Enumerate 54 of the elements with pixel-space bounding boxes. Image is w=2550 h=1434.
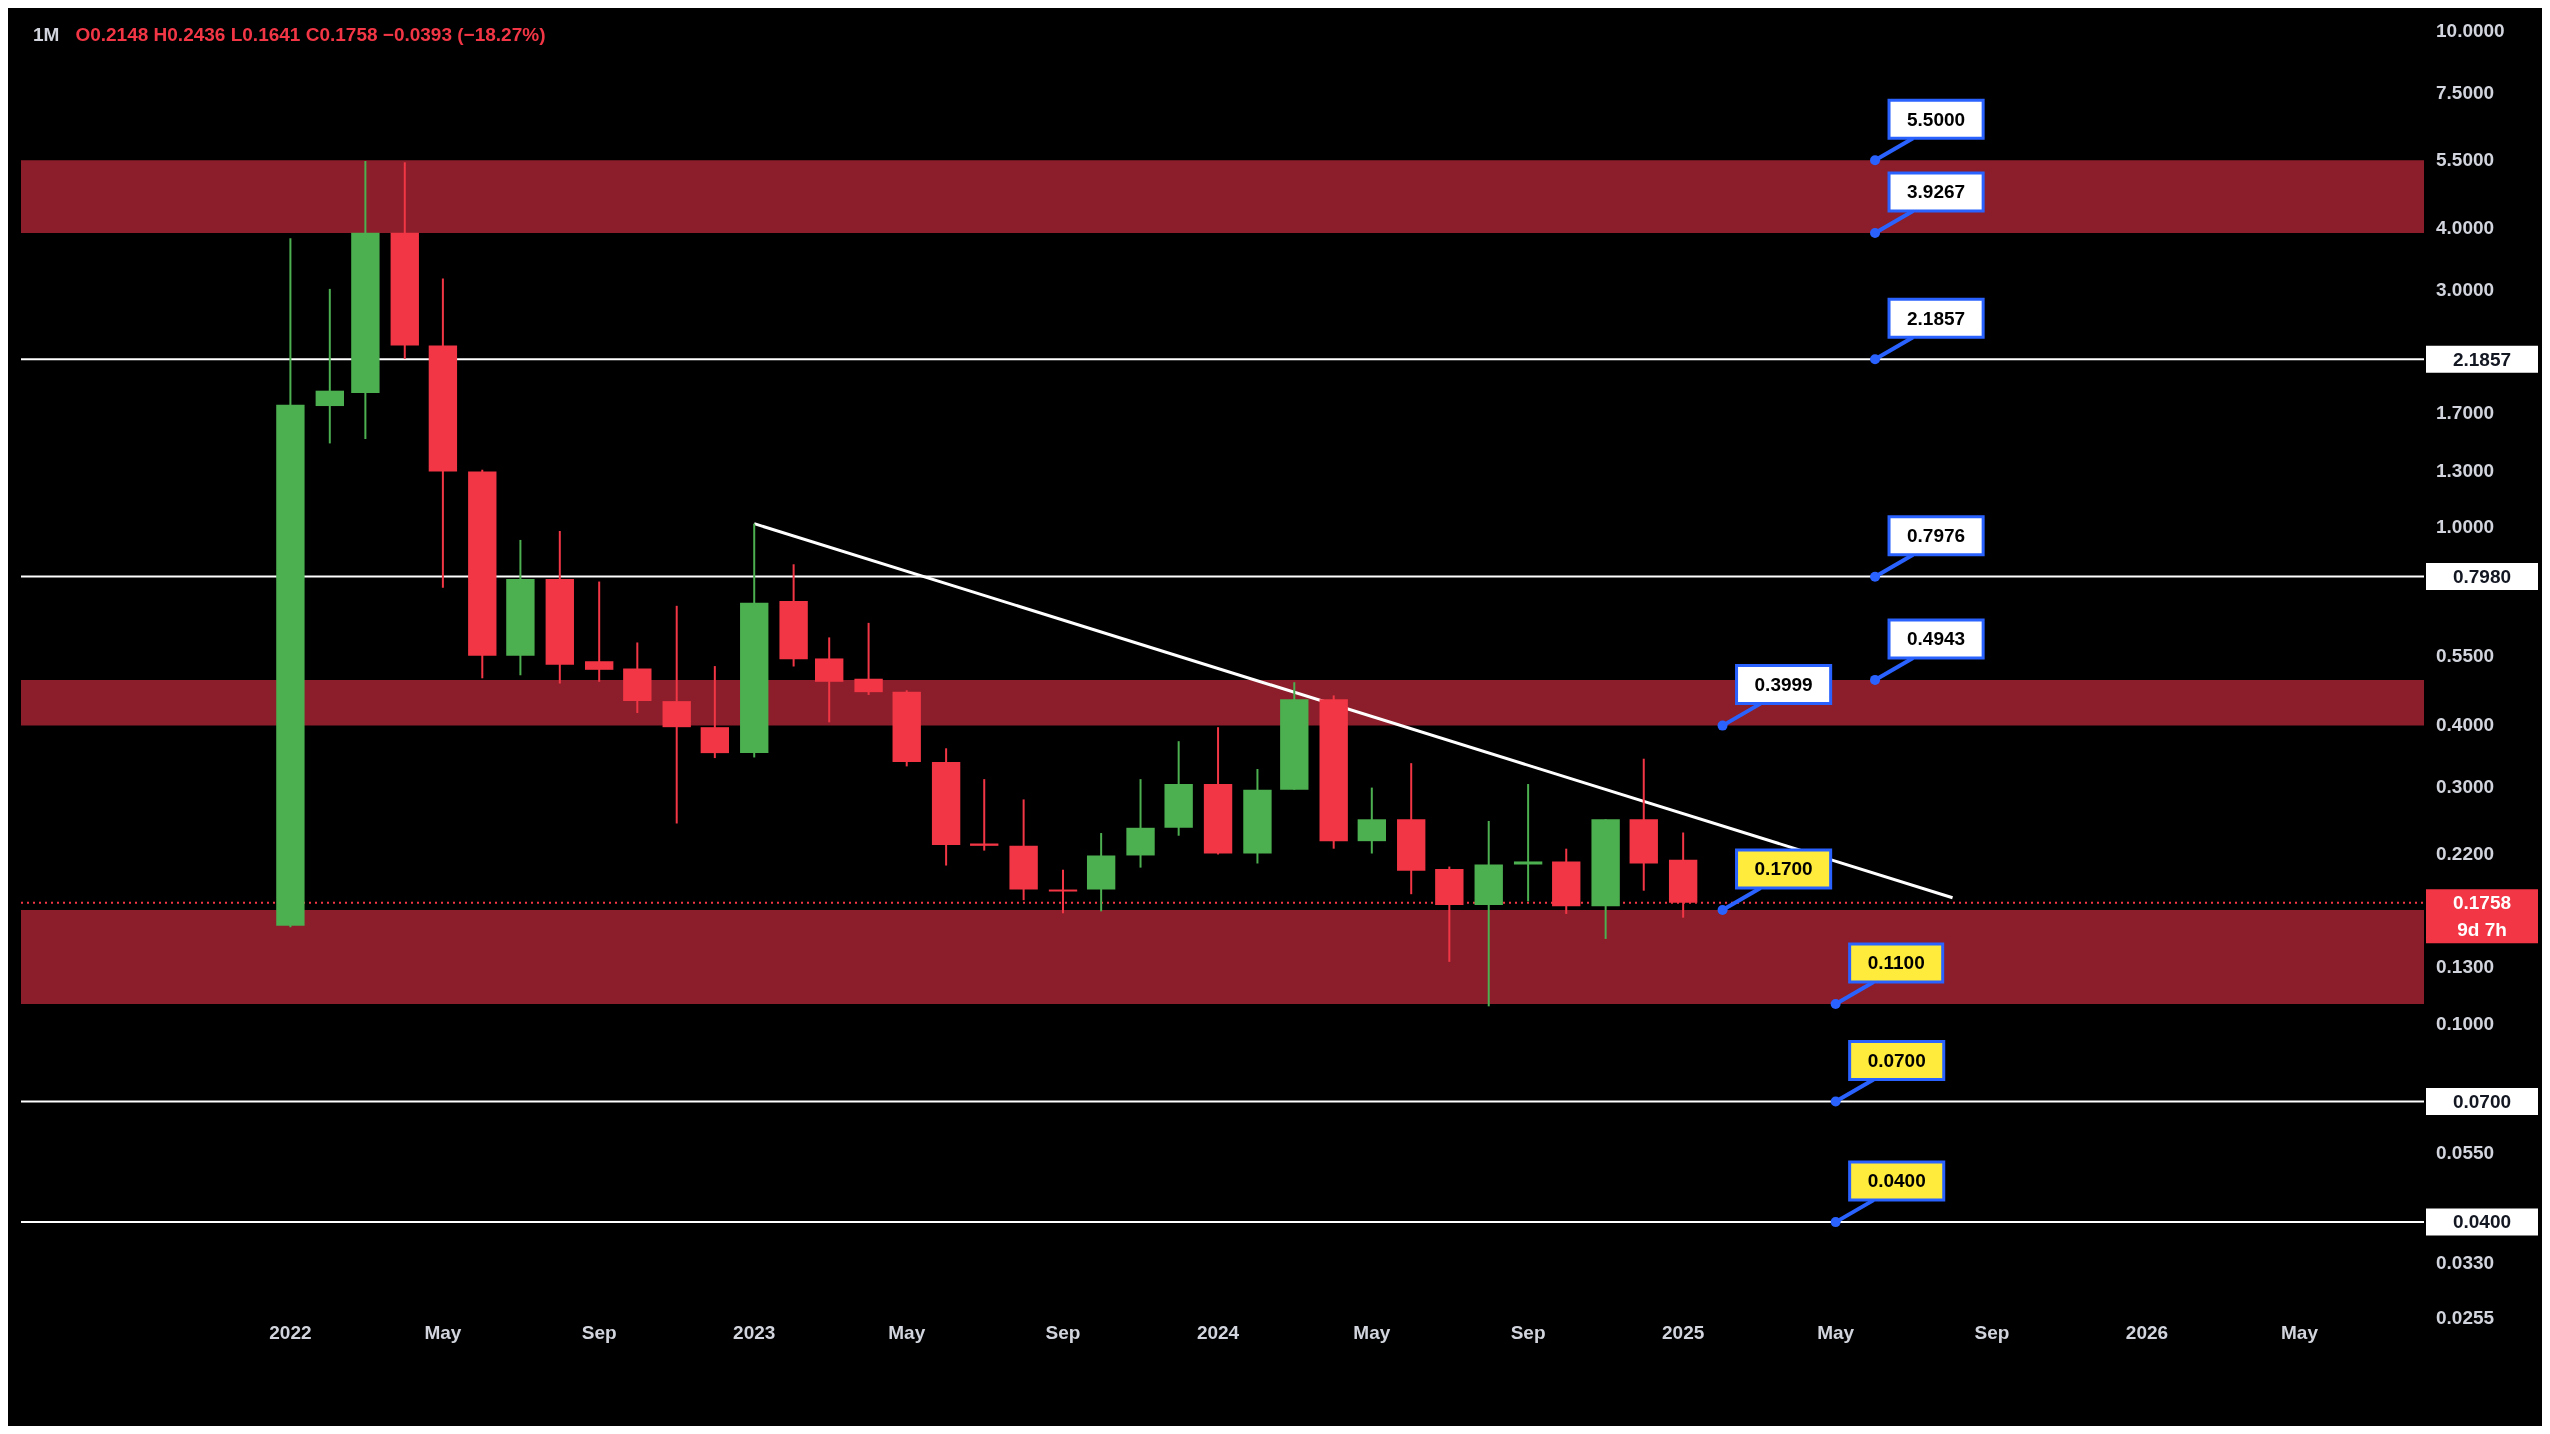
y-tick-label: 0.2200: [2436, 842, 2495, 864]
x-tick-label: 2024: [1196, 1321, 1240, 1343]
chart-title: 1M: [33, 24, 60, 46]
x-tick-label: May: [2280, 1321, 2319, 1343]
x-tick-label: May: [888, 1321, 926, 1343]
chart-subtitle: O0.2148 H0.2436 L0.1641 C0.1758 −0.0393 (−18.27%): [75, 24, 546, 46]
x-tick-label: May: [1353, 1321, 1391, 1343]
x-tick-label: 2022: [269, 1321, 312, 1343]
y-tick-label: 1.0000: [2436, 516, 2495, 538]
x-tick-label: Sep: [1045, 1321, 1081, 1343]
ref-line-label: 0.0700: [2452, 1090, 2512, 1112]
annotation: 0.0400: [1867, 1170, 1926, 1192]
x-tick-label: 2023: [733, 1321, 776, 1343]
x-tick-label: 2025: [1662, 1321, 1705, 1343]
y-tick-label: 0.4000: [2436, 713, 2495, 735]
annotation: 0.1100: [1867, 952, 1925, 974]
candlestick: [1513, 783, 1543, 903]
candlestick: [662, 604, 691, 825]
candlestick: [585, 580, 614, 683]
y-tick-label: 0.3000: [2436, 775, 2495, 797]
y-tick-label: 0.0255: [2436, 1307, 2495, 1329]
annotation: 3.9267: [1907, 181, 1966, 203]
ref-line-label: 0.0400: [2452, 1211, 2512, 1233]
annotation: 0.1700: [1754, 858, 1813, 880]
y-tick-label: 0.0330: [2436, 1251, 2495, 1273]
x-tick-label: May: [424, 1321, 462, 1343]
y-tick-label: 1.3000: [2436, 459, 2495, 481]
y-tick-label: 4.0000: [2436, 217, 2495, 239]
y-tick-label: 1.7000: [2436, 401, 2495, 423]
ref-line-label: 2.1857: [2452, 348, 2512, 370]
annotation: 0.4943: [1907, 628, 1966, 650]
ref-line-label: 0.7980: [2452, 565, 2512, 587]
y-tick-label: 0.5500: [2436, 645, 2495, 667]
x-tick-label: Sep: [1974, 1321, 2010, 1343]
candlestick: [854, 621, 883, 696]
y-tick-label: 0.0550: [2436, 1141, 2495, 1163]
y-tick-label: 5.5000: [2436, 148, 2495, 170]
annotation: 0.7976: [1907, 524, 1966, 546]
annotation: 5.5000: [1907, 108, 1966, 130]
candlestick: [315, 287, 344, 445]
candlestick: [970, 778, 999, 852]
y-tick-label: 10.0000: [2436, 19, 2505, 41]
x-tick-label: 2026: [2125, 1321, 2169, 1343]
ref-line-label: 0.1758 9d 7h: [2452, 892, 2512, 941]
x-tick-label: Sep: [1510, 1321, 1546, 1343]
annotation: 2.1857: [1907, 307, 1966, 329]
y-tick-label: 0.1000: [2436, 1012, 2495, 1034]
x-tick-label: May: [1817, 1321, 1855, 1343]
annotation: 0.3999: [1754, 673, 1813, 695]
annotation: 0.0700: [1867, 1049, 1926, 1071]
y-tick-label: 7.5000: [2436, 81, 2495, 103]
y-tick-label: 3.0000: [2436, 279, 2495, 301]
x-tick-label: Sep: [581, 1321, 617, 1343]
y-tick-label: 0.1300: [2436, 956, 2495, 978]
